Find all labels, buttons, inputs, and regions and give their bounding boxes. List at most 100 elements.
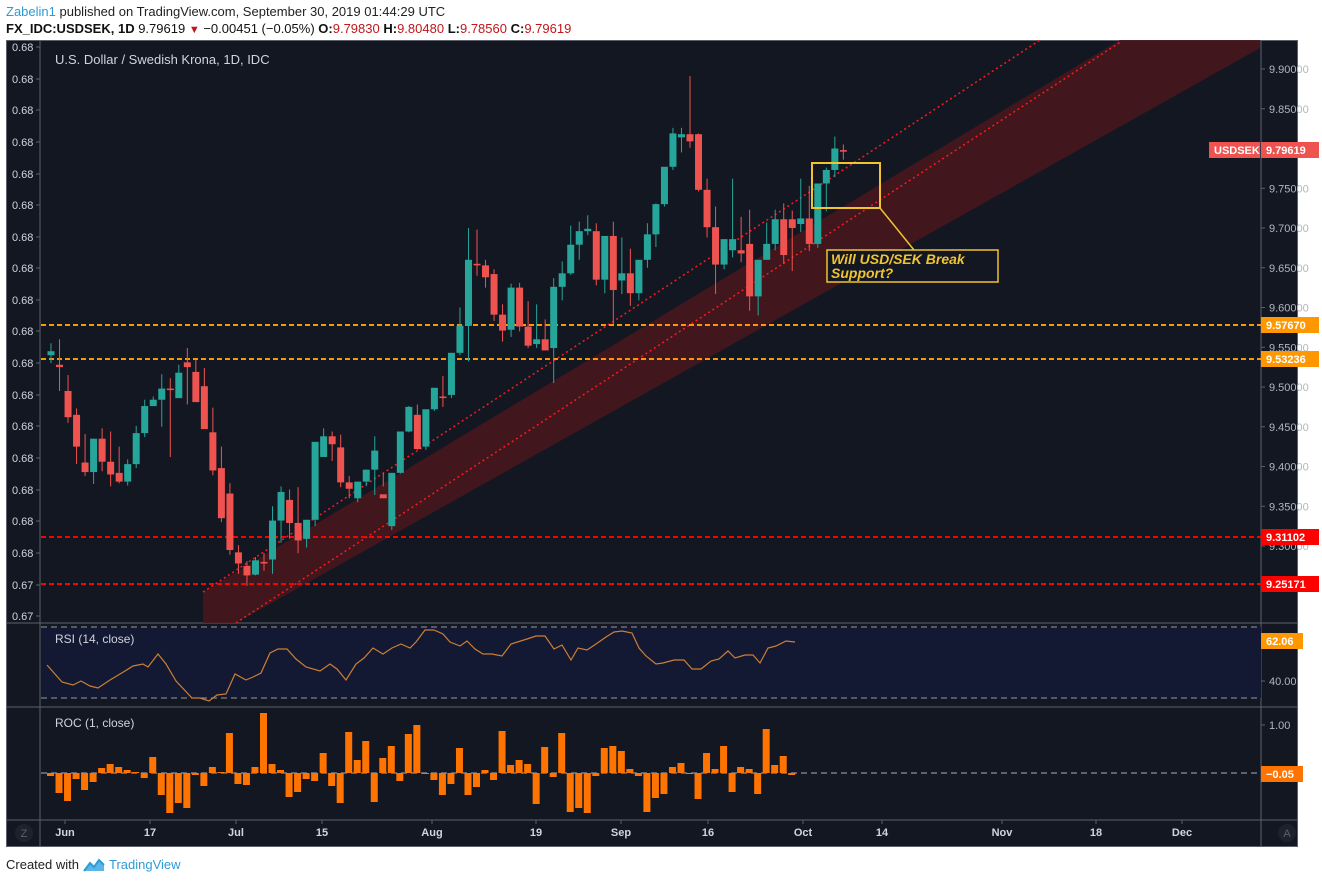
auto-scale-button[interactable] [1278,824,1296,842]
roc-bar [319,753,327,773]
candle-body [269,520,277,560]
rsi-value-label: 62.06 [1266,636,1294,648]
candle [558,261,566,301]
candle-body [822,169,830,184]
candle-body [746,243,754,297]
roc-bar [396,773,404,781]
close-label: C: [510,21,525,36]
candle-body [234,552,242,564]
candle [303,519,311,548]
candle [328,431,336,461]
roc-bar [651,773,659,798]
candle [107,431,115,487]
roc-bar [47,773,54,776]
right-axis-label: 9.70000 [1269,223,1309,235]
roc-bar [157,773,165,795]
roc-bar [788,773,796,775]
candle [447,352,455,399]
roc-bar [362,741,370,773]
roc-bar [507,765,515,773]
time-axis-label: Aug [421,827,442,839]
candle-body [277,491,285,521]
chart-frame[interactable] [6,40,1298,847]
roc-bar [89,773,97,782]
candle [337,434,345,488]
roc-bar [115,767,123,773]
candle [754,259,762,316]
rsi-band [41,627,1261,698]
roc-bar [191,773,199,775]
candle [703,178,711,238]
time-axis-label: 16 [702,827,714,839]
candle [507,283,515,337]
candle-body [541,339,549,351]
candle-body [516,287,524,327]
support-price-label: 9.25171 [1266,579,1306,591]
candle-body [73,414,81,447]
roc-bar [600,748,608,773]
left-axis-label: 0.68 [12,358,33,370]
candle-body [405,406,413,432]
candle [660,166,668,207]
open-label: O: [318,21,333,36]
candle-body [550,286,558,349]
candle [601,235,609,294]
symbol-label: FX_IDC:USDSEK, 1D [6,21,135,36]
candle [652,203,660,248]
roc-bar [524,764,532,773]
time-axis-label: Sep [611,827,631,839]
candle-body [413,414,421,450]
tradingview-link[interactable]: TradingView [108,857,181,872]
roc-bar [404,734,412,773]
candle-body [354,481,362,499]
roc-bar [481,770,489,773]
candle-body [362,469,370,482]
roc-bar [745,769,753,773]
annotation-text: Support? [831,265,894,281]
roc-bar [609,746,617,773]
candle [643,223,651,268]
candle-body [337,447,345,483]
candle-body [217,468,225,519]
roc-bar [498,731,506,773]
roc-bar [302,773,310,779]
candle [584,215,592,236]
candle-body [754,259,762,297]
time-axis-label: 14 [876,827,889,839]
candle [712,206,720,294]
roc-value-tag [1261,766,1303,782]
candle-body [524,326,532,346]
left-axis-label: 0.68 [12,200,33,212]
candle [175,364,183,399]
right-axis-label: 9.40000 [1269,462,1309,474]
rsi-axis-label: 40.00 [1269,676,1297,688]
roc-bar [430,773,438,780]
candle [550,278,558,384]
candle-body [422,409,430,447]
zoom-reset-button[interactable] [15,824,33,842]
roc-bar [464,773,472,795]
roc-bar [242,773,250,785]
roc-bar [455,748,463,773]
resistance-price-tag [1261,317,1319,333]
publisher-link[interactable]: Zabelin1 [6,4,56,19]
candle [490,269,498,322]
roc-bar [277,770,285,773]
candle [81,433,89,477]
left-axis-label: 0.68 [12,232,33,244]
left-axis-label: 0.67 [12,611,33,623]
footer: Created with TradingView [6,857,181,872]
candle [473,229,481,276]
candle [47,343,55,364]
candle-body [626,273,634,294]
candle-body [115,472,123,482]
candle-body [473,263,481,266]
right-axis-label: 9.90000 [1269,64,1309,76]
tradingview-logo-icon [83,857,105,872]
roc-bar [345,732,353,773]
roc-bar [81,773,89,790]
candle [98,428,106,472]
candle-body [81,462,89,473]
roc-bar [123,770,131,773]
